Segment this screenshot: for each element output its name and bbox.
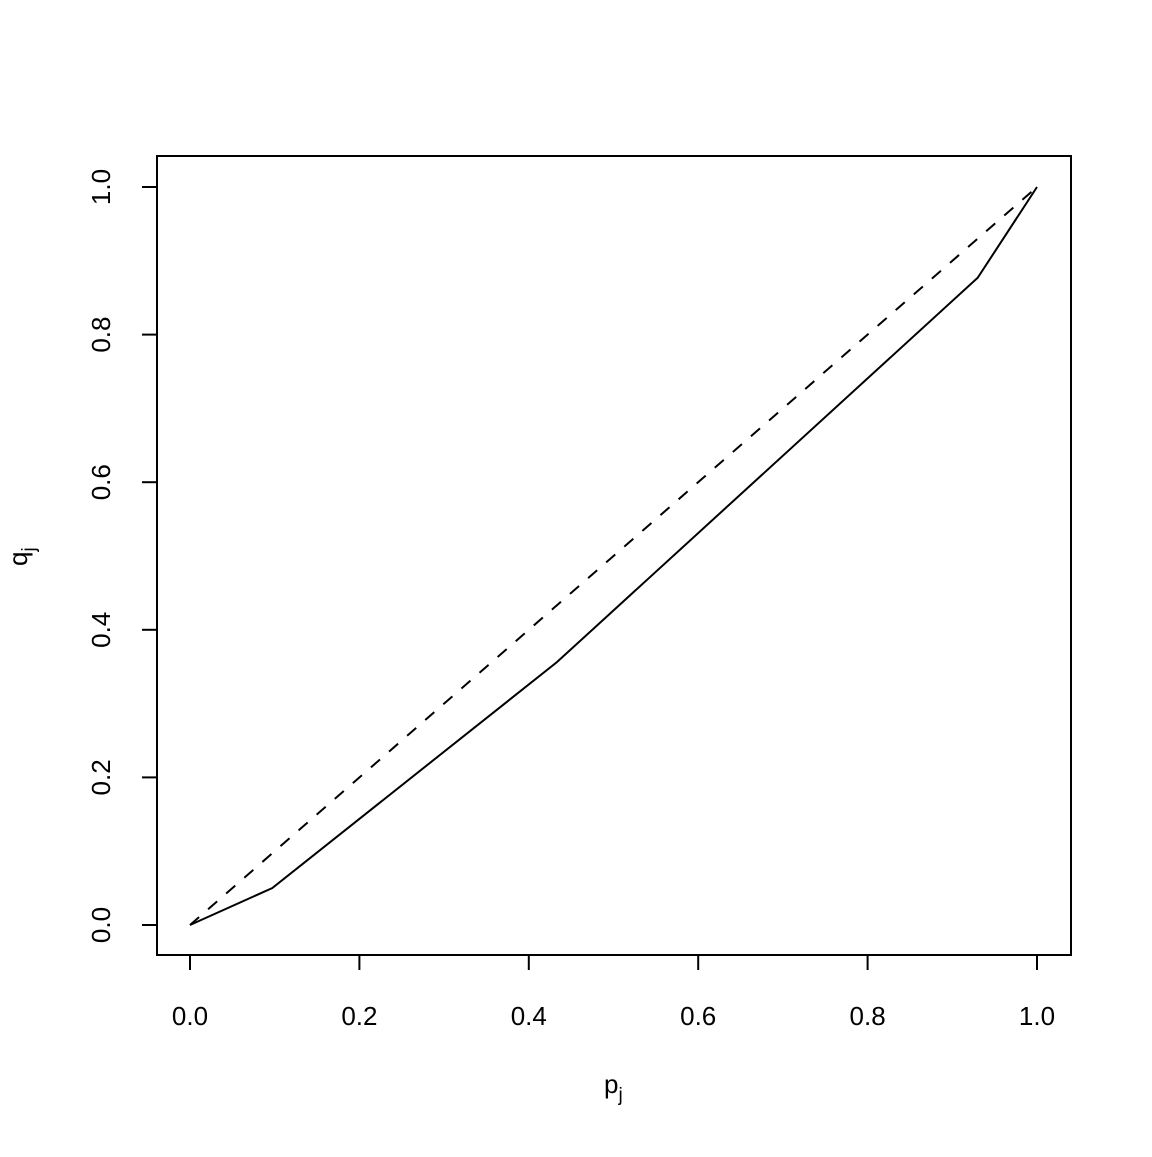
x-axis: 0.0 0.2 0.4 0.6 0.8 1.0	[172, 954, 1055, 1031]
y-tick-label: 0.8	[86, 317, 116, 353]
y-tick-label: 0.4	[86, 612, 116, 648]
x-tick-label: 1.0	[1019, 1001, 1055, 1031]
series-line-solid	[189, 186, 1038, 926]
y-axis-label: qj	[3, 547, 40, 566]
y-tick-label: 0.0	[86, 907, 116, 943]
x-axis-label: pj	[604, 1069, 623, 1106]
x-tick-label: 0.4	[511, 1001, 547, 1031]
x-tick-label: 0.8	[850, 1001, 886, 1031]
x-tick-label: 0.2	[341, 1001, 377, 1031]
y-tick-label: 1.0	[86, 169, 116, 205]
x-tick-label: 0.6	[680, 1001, 716, 1031]
series-line-dashed	[189, 186, 1038, 926]
y-tick-label: 0.2	[86, 759, 116, 795]
y-axis: 0.0 0.2 0.4 0.6 0.8 1.0	[86, 169, 158, 943]
x-tick-label: 0.0	[172, 1001, 208, 1031]
series-lines	[189, 186, 1038, 926]
y-tick-label: 0.6	[86, 464, 116, 500]
